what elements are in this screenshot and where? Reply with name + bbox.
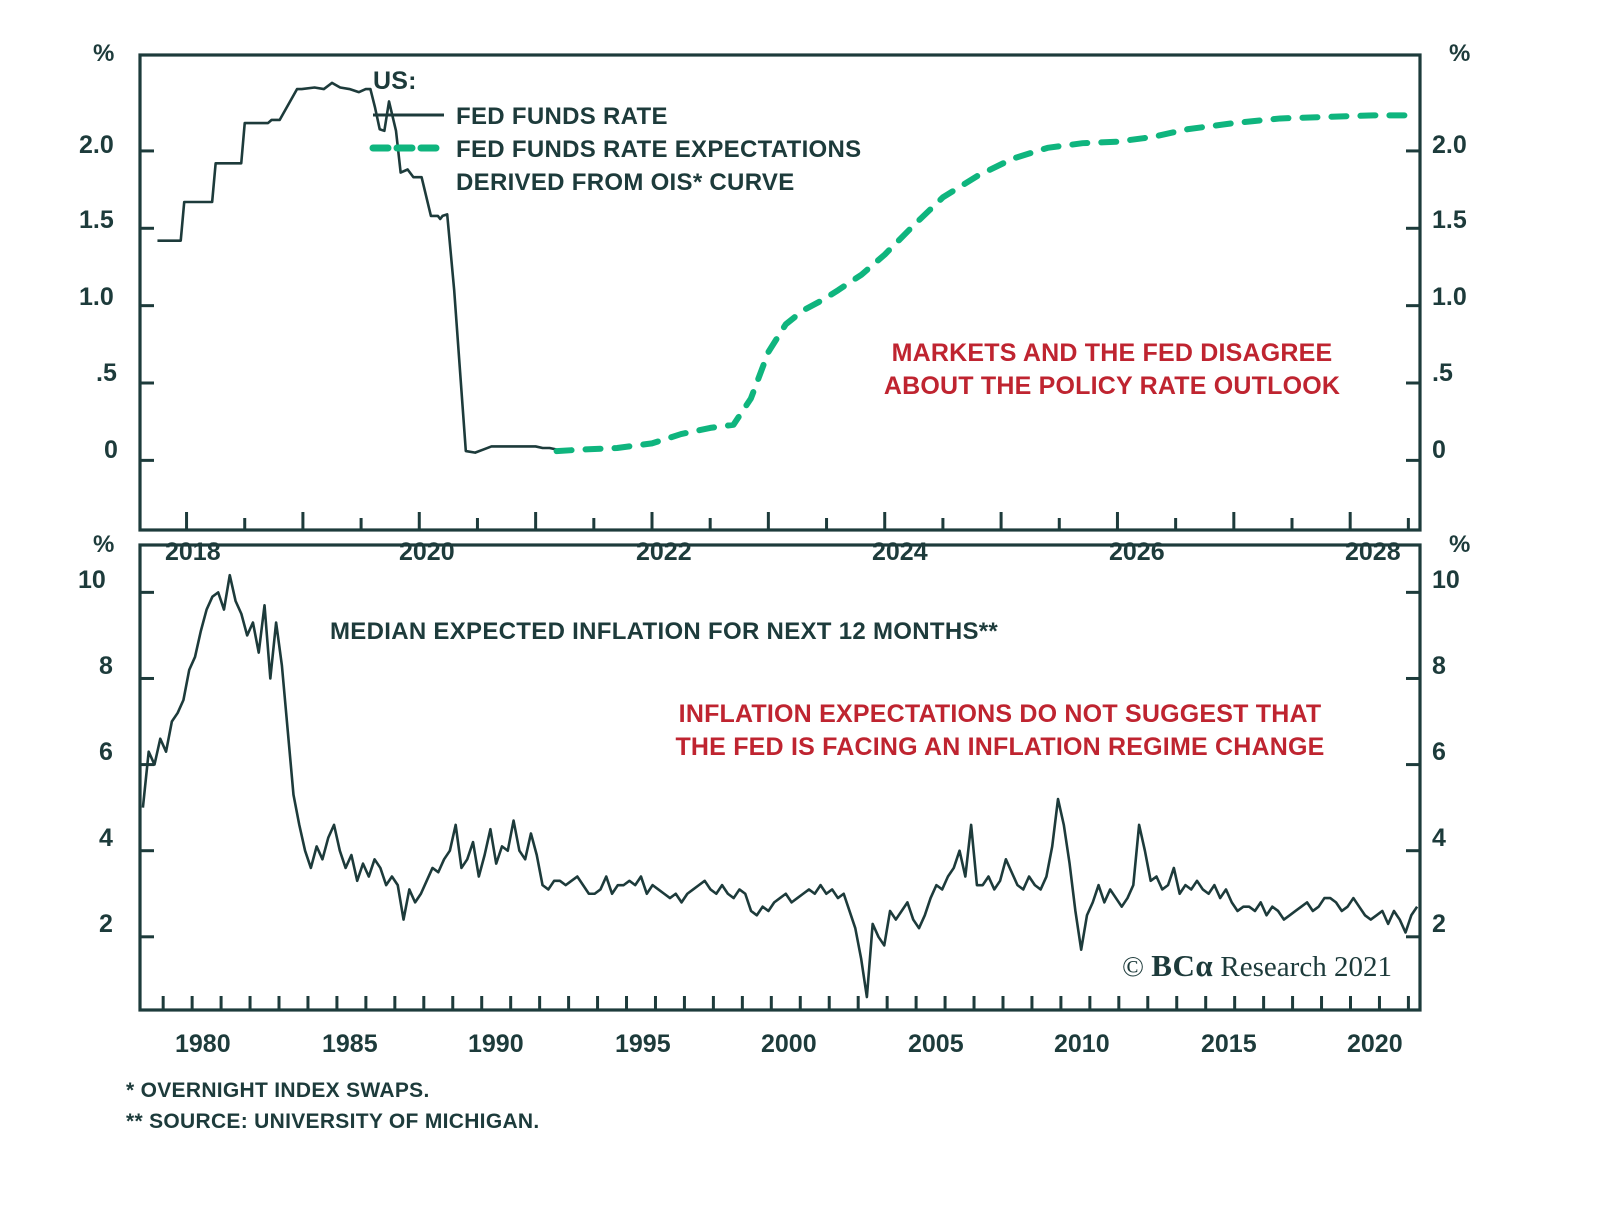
bottom-panel-annotation: INFLATION EXPECTATIONS DO NOT SUGGEST TH… <box>655 698 1345 763</box>
legend-label-fed-funds-expectations: FED FUNDS RATE EXPECTATIONS <box>456 136 862 163</box>
bottom-xtick-label-1995: 1995 <box>615 1030 671 1058</box>
bca-wordmark: BCα <box>1151 948 1214 983</box>
legend-label-fed-funds-rate: FED FUNDS RATE <box>456 103 668 130</box>
copyright-symbol: © <box>1122 951 1145 983</box>
bottom-ytick-label-6-right: 6 <box>1432 738 1446 766</box>
bottom-ytick-label-2-right: 2 <box>1432 910 1446 938</box>
top-ytick-label-.5-right: .5 <box>1432 359 1453 387</box>
bottom-ytick-label-8-right: 8 <box>1432 652 1446 680</box>
bottom-ytick-label-10-right: 10 <box>1432 566 1460 594</box>
top-ytick-label-1.5-left: 1.5 <box>79 206 114 234</box>
top-ytick-label-1.0-right: 1.0 <box>1432 283 1467 311</box>
bottom-ytick-label-8-left: 8 <box>99 652 113 680</box>
bottom-xtick-label-1985: 1985 <box>322 1030 378 1058</box>
bottom-xtick-label-1980: 1980 <box>175 1030 231 1058</box>
top-xtick-label-2024: 2024 <box>872 538 928 566</box>
bottom-ytick-label-4-right: 4 <box>1432 824 1446 852</box>
top-ytick-label-.5-left: .5 <box>96 359 117 387</box>
series-line <box>141 573 1419 999</box>
bottom-xtick-label-2020: 2020 <box>1347 1030 1403 1058</box>
bottom-xtick-label-2015: 2015 <box>1201 1030 1257 1058</box>
legend-group-title: US: <box>373 67 417 95</box>
copyright-text: Research 2021 <box>1220 951 1392 983</box>
panel-bottom <box>138 543 1422 1012</box>
top-xtick-label-2018: 2018 <box>165 538 221 566</box>
top-annotation-line-1: MARKETS AND THE FED DISAGREE <box>891 339 1333 367</box>
top-xtick-label-2022: 2022 <box>636 538 692 566</box>
bottom-series-label: MEDIAN EXPECTED INFLATION FOR NEXT 12 MO… <box>330 618 999 645</box>
bottom-xtick-label-2000: 2000 <box>761 1030 817 1058</box>
bottom-left-unit-label: % <box>93 531 115 558</box>
legend-swatches <box>369 113 448 152</box>
top-left-unit-label: % <box>93 40 115 67</box>
top-ytick-label-0-left: 0 <box>104 436 118 464</box>
legend-label-ois-curve: DERIVED FROM OIS* CURVE <box>456 169 795 196</box>
top-ytick-label-0-right: 0 <box>1432 436 1446 464</box>
bottom-xtick-label-2005: 2005 <box>908 1030 964 1058</box>
bottom-right-unit-label: % <box>1449 531 1471 558</box>
bottom-ytick-label-10-left: 10 <box>78 566 106 594</box>
bottom-xtick-label-2010: 2010 <box>1054 1030 1110 1058</box>
panel-top <box>138 53 1422 532</box>
top-ytick-label-2.0-left: 2.0 <box>79 131 114 159</box>
footnote-ois: * OVERNIGHT INDEX SWAPS. <box>126 1079 430 1102</box>
bottom-annotation-line-2: THE FED IS FACING AN INFLATION REGIME CH… <box>675 732 1325 761</box>
top-panel-annotation: MARKETS AND THE FED DISAGREE ABOUT THE P… <box>872 337 1352 402</box>
top-right-unit-label: % <box>1449 40 1471 67</box>
footnote-source: ** SOURCE: UNIVERSITY OF MICHIGAN. <box>126 1110 540 1133</box>
top-xtick-label-2028: 2028 <box>1345 538 1401 566</box>
copyright: © BCα Research 2021 <box>1122 948 1392 984</box>
bottom-ytick-label-4-left: 4 <box>99 824 113 852</box>
bottom-xtick-label-1990: 1990 <box>468 1030 524 1058</box>
top-xtick-label-2026: 2026 <box>1109 538 1165 566</box>
top-ytick-label-2.0-right: 2.0 <box>1432 131 1467 159</box>
top-ytick-label-1.0-left: 1.0 <box>79 283 114 311</box>
bottom-annotation-line-1: INFLATION EXPECTATIONS DO NOT SUGGEST TH… <box>678 700 1322 728</box>
top-annotation-line-2: ABOUT THE POLICY RATE OUTLOOK <box>883 371 1341 400</box>
series-line <box>157 81 557 454</box>
series-line <box>553 112 1412 455</box>
bottom-ytick-label-6-left: 6 <box>99 738 113 766</box>
top-ytick-label-1.5-right: 1.5 <box>1432 206 1467 234</box>
top-xtick-label-2020: 2020 <box>399 538 455 566</box>
bottom-ytick-label-2-left: 2 <box>99 910 113 938</box>
